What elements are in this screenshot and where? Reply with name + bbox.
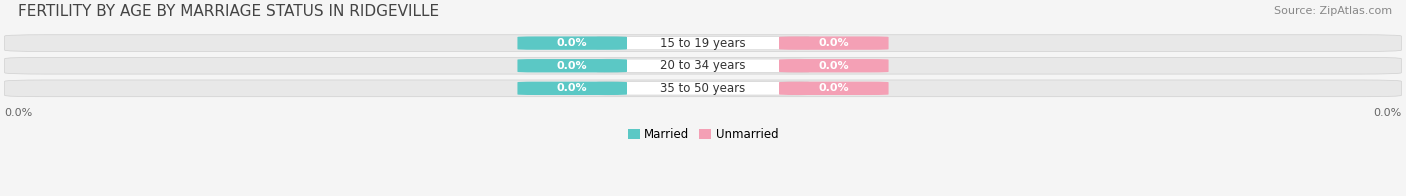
FancyBboxPatch shape xyxy=(779,36,889,50)
FancyBboxPatch shape xyxy=(779,82,889,95)
Text: 0.0%: 0.0% xyxy=(557,61,588,71)
Text: 0.0%: 0.0% xyxy=(557,83,588,93)
FancyBboxPatch shape xyxy=(517,82,627,95)
FancyBboxPatch shape xyxy=(598,59,808,72)
Text: 0.0%: 0.0% xyxy=(818,61,849,71)
FancyBboxPatch shape xyxy=(598,82,808,95)
FancyBboxPatch shape xyxy=(4,80,1402,97)
Text: 15 to 19 years: 15 to 19 years xyxy=(661,37,745,50)
FancyBboxPatch shape xyxy=(517,36,627,50)
FancyBboxPatch shape xyxy=(4,57,1402,74)
Text: 0.0%: 0.0% xyxy=(818,83,849,93)
Text: 20 to 34 years: 20 to 34 years xyxy=(661,59,745,72)
Text: 35 to 50 years: 35 to 50 years xyxy=(661,82,745,95)
Text: 0.0%: 0.0% xyxy=(557,38,588,48)
Text: FERTILITY BY AGE BY MARRIAGE STATUS IN RIDGEVILLE: FERTILITY BY AGE BY MARRIAGE STATUS IN R… xyxy=(18,4,440,19)
FancyBboxPatch shape xyxy=(4,35,1402,52)
Legend: Married, Unmarried: Married, Unmarried xyxy=(623,123,783,146)
Text: Source: ZipAtlas.com: Source: ZipAtlas.com xyxy=(1274,6,1392,16)
FancyBboxPatch shape xyxy=(598,36,808,50)
FancyBboxPatch shape xyxy=(779,59,889,72)
Text: 0.0%: 0.0% xyxy=(818,38,849,48)
FancyBboxPatch shape xyxy=(517,59,627,72)
